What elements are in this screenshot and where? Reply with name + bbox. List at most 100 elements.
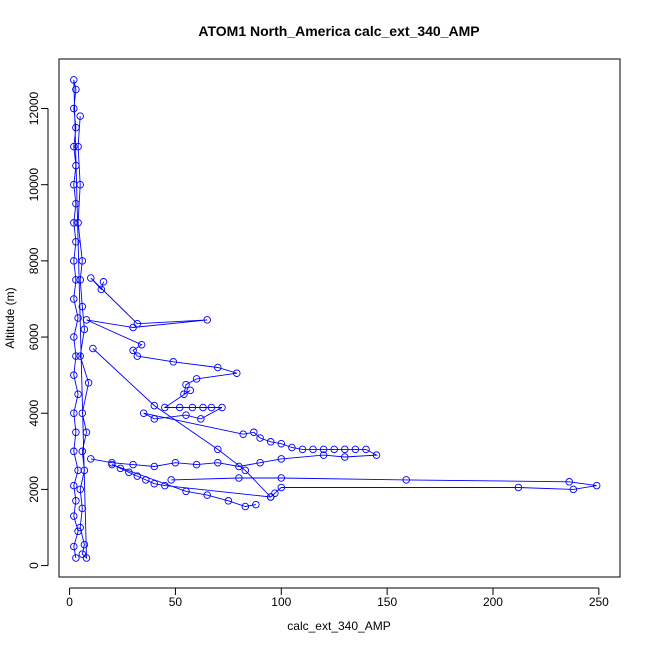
data-point [87, 455, 95, 463]
data-point [70, 104, 78, 113]
data-point [309, 445, 317, 454]
series-line [86, 277, 379, 467]
data-point [137, 340, 146, 349]
data-point [82, 428, 91, 437]
data-point [89, 344, 97, 353]
data-point [139, 409, 148, 417]
data-point [182, 411, 190, 419]
x-tick-label: 150 [377, 595, 397, 609]
x-axis-label: calc_ext_340_AMP [287, 619, 390, 633]
data-point [82, 316, 91, 324]
data-point [298, 445, 307, 454]
data-point [161, 403, 169, 412]
x-tick-label: 200 [483, 595, 503, 609]
data-point [70, 447, 78, 456]
data-point [80, 466, 89, 475]
data-point [72, 276, 80, 284]
data-point [70, 219, 78, 227]
data-point [133, 352, 142, 360]
data-point [266, 438, 275, 446]
series-line [92, 348, 272, 498]
data-point [241, 502, 250, 511]
data-point [80, 325, 89, 334]
data-point [78, 409, 87, 417]
data-point [99, 278, 108, 286]
data-point [97, 285, 106, 294]
data-point [70, 371, 78, 379]
data-point [277, 439, 286, 448]
y-axis-label: Altitude (m) [3, 287, 17, 348]
data-point [70, 142, 78, 151]
data-point [76, 352, 84, 360]
data-point [203, 491, 211, 499]
data-point [288, 443, 296, 452]
data-point [70, 481, 78, 490]
data-point [72, 554, 80, 562]
x-tick-label: 0 [66, 595, 73, 609]
data-point [108, 460, 116, 469]
data-point [72, 497, 80, 505]
data-point [70, 333, 78, 341]
y-tick-label: 0 [27, 562, 41, 569]
chart-title: ATOM1 North_America calc_ext_340_AMP [198, 23, 479, 39]
data-series [89, 344, 275, 501]
data-point [70, 257, 78, 265]
data-series [108, 460, 601, 511]
x-tick-label: 250 [589, 595, 609, 609]
data-series [82, 274, 381, 471]
data-point [129, 323, 137, 332]
data-point [233, 369, 241, 377]
data-point [175, 403, 184, 412]
data-point [84, 379, 93, 387]
data-point [72, 238, 80, 246]
x-axis: 0 50 100 150 200 250 [66, 587, 609, 609]
data-point [188, 403, 197, 412]
data-point [108, 458, 116, 467]
data-point [150, 479, 159, 488]
data-point [125, 468, 133, 477]
data-point [76, 112, 84, 120]
x-tick-label: 50 [169, 595, 183, 609]
data-point [78, 302, 87, 311]
y-tick-label: 2000 [27, 476, 41, 503]
data-point [197, 415, 205, 423]
data-point [277, 483, 286, 492]
data-point [277, 474, 286, 482]
data-point [82, 554, 91, 562]
series-layer [70, 76, 601, 562]
data-point [235, 474, 243, 482]
data-point [256, 434, 264, 442]
data-point [129, 460, 137, 469]
data-point [142, 476, 150, 484]
data-point [78, 550, 87, 558]
data-point [72, 161, 80, 170]
plot-frame [58, 58, 621, 578]
data-point [76, 180, 84, 189]
data-point [319, 451, 328, 459]
data-point [74, 390, 82, 398]
data-point [76, 276, 84, 284]
data-point [76, 485, 84, 494]
data-point [565, 478, 573, 486]
data-point [341, 445, 349, 454]
data-point [70, 295, 78, 303]
data-point [116, 464, 125, 473]
y-tick-label: 4000 [27, 400, 41, 427]
data-point [72, 428, 80, 437]
data-point [569, 485, 578, 494]
data-point [218, 403, 226, 412]
x-tick-label: 100 [271, 595, 291, 609]
data-point [372, 451, 381, 459]
data-point [150, 415, 159, 423]
data-point [241, 466, 250, 475]
data-point [207, 403, 216, 412]
data-point [80, 540, 89, 549]
data-point [271, 489, 279, 497]
data-point [74, 142, 82, 151]
y-tick-label: 12000 [27, 92, 41, 126]
y-tick-label: 10000 [27, 168, 41, 202]
data-point [235, 462, 243, 471]
data-point [150, 401, 159, 410]
data-point [78, 504, 87, 513]
data-point [70, 542, 78, 551]
